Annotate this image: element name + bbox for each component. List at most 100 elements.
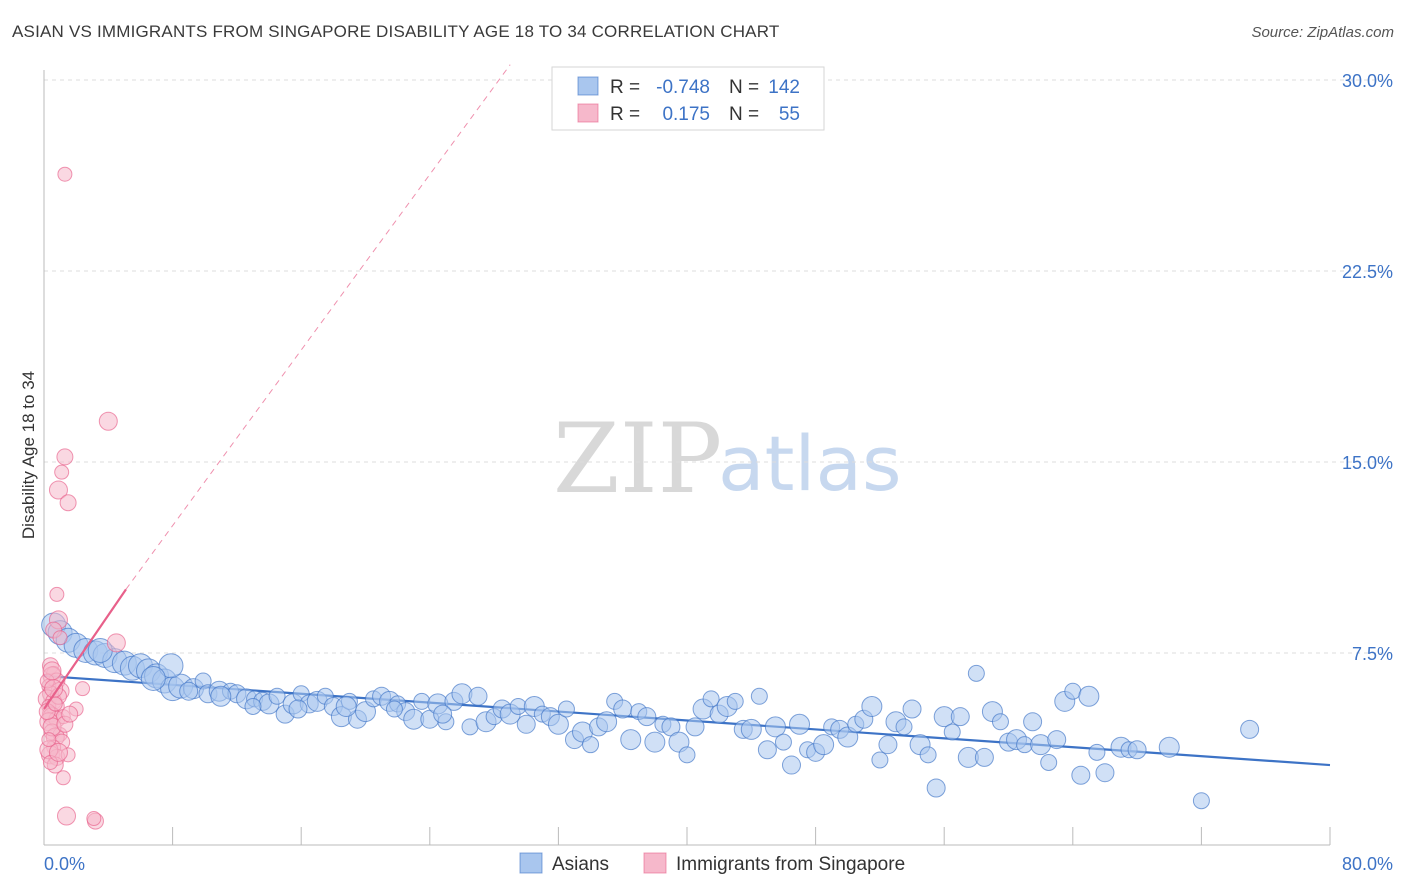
asian-point-92 <box>789 713 811 735</box>
bottom-legend-label-singapore: Immigrants from Singapore <box>676 854 905 875</box>
asian-point-117 <box>991 713 1009 731</box>
trend-line-singapore <box>43 588 127 710</box>
asian-point-138 <box>140 665 166 691</box>
asian-point-106 <box>902 699 922 719</box>
asian-point-73 <box>637 707 657 727</box>
y-tick-label-1: 15.0% <box>1342 453 1393 473</box>
asian-point-134 <box>1158 736 1180 758</box>
asian-point-87 <box>750 687 768 705</box>
series-immigrants-from-singapore <box>37 166 127 830</box>
singapore-point-10 <box>106 633 126 653</box>
asian-point-133 <box>1127 740 1147 760</box>
x-tick-max: 80.0% <box>1342 854 1393 874</box>
asian-point-102 <box>871 751 889 769</box>
asian-point-70 <box>613 699 633 719</box>
y-tick-label-0: 7.5% <box>1352 644 1393 664</box>
asian-point-121 <box>1023 712 1043 732</box>
chart-title: ASIAN VS IMMIGRANTS FROM SINGAPORE DISAB… <box>12 22 780 41</box>
x-tick-labels: 0.0% 80.0% <box>44 854 1393 874</box>
asian-point-127 <box>1071 765 1091 785</box>
asian-point-62 <box>547 713 569 735</box>
asian-point-129 <box>1088 743 1106 761</box>
legend-n-label-singapore: N = <box>729 104 759 125</box>
asian-point-74 <box>644 731 666 753</box>
singapore-point-4 <box>48 480 68 500</box>
legend-series: Asians Immigrants from Singapore <box>519 852 905 875</box>
bottom-legend-swatch-asians <box>519 852 543 874</box>
singapore-point-6 <box>49 586 65 602</box>
asian-point-88 <box>757 740 777 760</box>
asian-point-78 <box>678 746 696 764</box>
legend-swatch-asians <box>577 76 599 96</box>
singapore-point-2 <box>56 448 74 466</box>
singapore-point-40 <box>57 806 77 826</box>
legend-swatch-singapore <box>577 103 599 123</box>
asian-point-140 <box>210 685 232 707</box>
y-axis-title: Disability Age 18 to 34 <box>19 371 38 539</box>
asian-point-45 <box>413 692 431 710</box>
asian-point-142 <box>288 699 308 719</box>
singapore-point-39 <box>55 770 71 786</box>
y-tick-labels: 7.5% 15.0% 22.5% 30.0% <box>1342 71 1393 664</box>
asian-point-114 <box>967 664 985 682</box>
asian-point-27 <box>268 687 286 705</box>
bottom-legend-label-asians: Asians <box>552 854 609 875</box>
source-label: Source: ZipAtlas.com <box>1251 24 1394 41</box>
singapore-point-5 <box>59 494 77 512</box>
asian-point-123 <box>1040 754 1058 772</box>
asian-point-79 <box>685 717 705 737</box>
asian-point-112 <box>950 707 970 727</box>
legend-r-label-singapore: R = <box>610 104 640 125</box>
asian-point-143 <box>335 695 357 717</box>
asian-point-139 <box>179 681 199 701</box>
asian-point-52 <box>468 686 488 706</box>
asian-point-124 <box>1047 730 1067 750</box>
singapore-point-42 <box>86 811 102 827</box>
singapore-point-1 <box>98 411 118 431</box>
legend-r-label-asians: R = <box>610 77 640 98</box>
asian-point-145 <box>433 704 453 724</box>
asian-point-81 <box>702 690 720 708</box>
asian-point-89 <box>764 716 786 738</box>
series-asians <box>41 612 1260 810</box>
asian-point-111 <box>943 723 961 741</box>
watermark: ZIP atlas <box>553 403 902 515</box>
grid <box>44 79 1395 654</box>
asian-point-136 <box>1240 719 1260 739</box>
asian-point-135 <box>1192 792 1210 810</box>
asian-point-68 <box>596 711 618 733</box>
asian-point-71 <box>620 729 642 751</box>
singapore-point-54 <box>41 732 57 748</box>
asian-point-58 <box>516 714 536 734</box>
asian-point-108 <box>919 746 937 764</box>
asian-point-115 <box>974 747 994 767</box>
x-tick-min: 0.0% <box>44 854 85 874</box>
legend-r-value-singapore: 0.175 <box>662 104 710 125</box>
legend-n-value-asians: 142 <box>768 77 800 98</box>
y-tick-label-2: 22.5% <box>1342 262 1393 282</box>
asian-point-128 <box>1078 685 1100 707</box>
asian-point-101 <box>861 695 883 717</box>
asian-point-84 <box>726 692 744 710</box>
asian-point-141 <box>244 697 262 715</box>
singapore-point-52 <box>42 661 62 681</box>
asian-point-95 <box>813 734 835 756</box>
asian-point-66 <box>582 736 600 754</box>
asian-point-105 <box>895 718 913 736</box>
watermark-atlas: atlas <box>718 419 902 508</box>
asian-point-63 <box>557 700 575 718</box>
asian-point-16 <box>158 653 184 679</box>
legend-stats: R = -0.748 N = 142 R = 0.175 N = 55 <box>551 66 825 131</box>
asian-point-103 <box>878 735 898 755</box>
asian-point-144 <box>385 700 403 718</box>
singapore-point-9 <box>52 630 68 646</box>
singapore-point-3 <box>54 464 70 480</box>
y-tick-label-3: 30.0% <box>1342 71 1393 91</box>
trend-line-singapore-extension <box>125 64 511 590</box>
singapore-point-18 <box>75 681 91 697</box>
asian-point-86 <box>740 718 762 740</box>
singapore-point-0 <box>57 166 73 182</box>
legend-n-value-singapore: 55 <box>779 104 800 125</box>
bottom-legend-swatch-singapore <box>643 852 667 874</box>
